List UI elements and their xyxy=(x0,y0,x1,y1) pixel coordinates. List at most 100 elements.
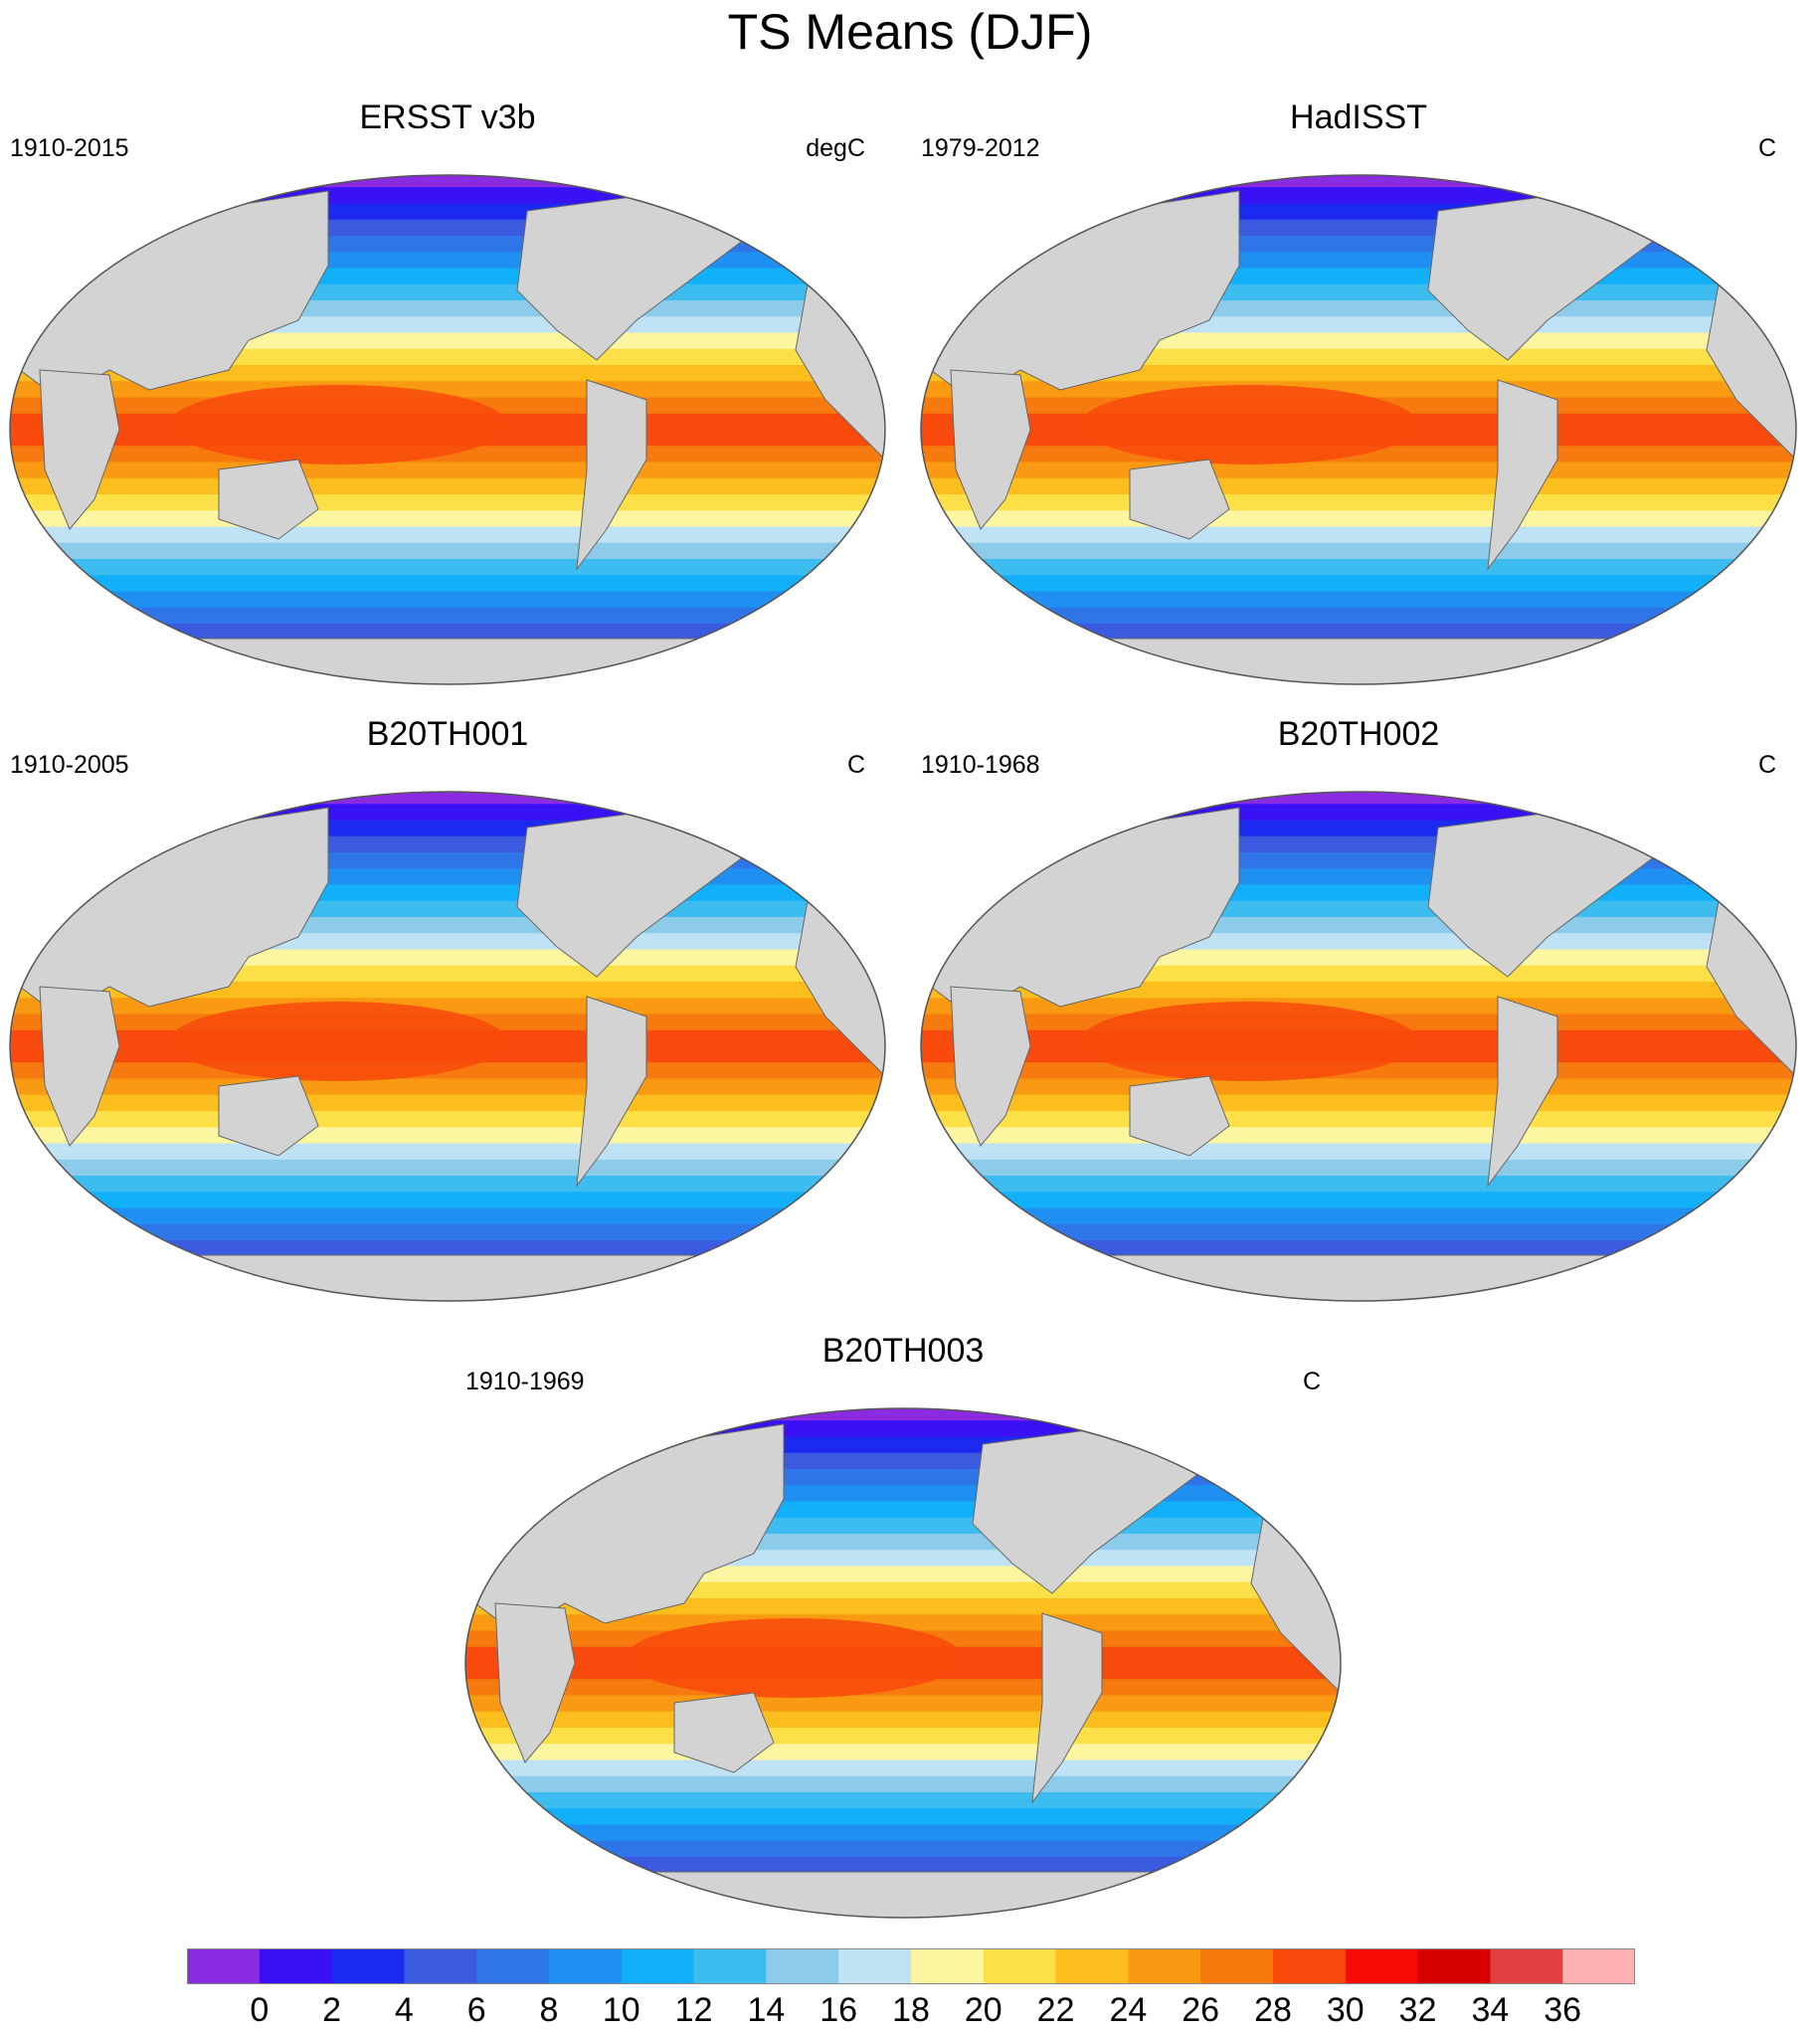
temperature-band xyxy=(921,852,1796,870)
temperature-band xyxy=(10,998,885,1016)
colorbar-tick-label: 36 xyxy=(1544,1991,1582,2029)
temperature-band xyxy=(921,792,1796,806)
land-mass xyxy=(576,379,647,571)
colorbar-swatch xyxy=(621,1948,695,1984)
colorbar-swatch xyxy=(404,1948,477,1984)
temperature-band xyxy=(921,203,1796,221)
temperature-band xyxy=(10,542,885,560)
colorbar-tick-label: 28 xyxy=(1254,1991,1292,2029)
sst-field xyxy=(10,792,885,1301)
temperature-band xyxy=(921,1207,1796,1225)
colorbar-swatch xyxy=(1345,1948,1419,1984)
colorbar-tick-label: 14 xyxy=(747,1991,786,2029)
temperature-band xyxy=(10,1192,885,1209)
temperature-band xyxy=(10,203,885,221)
warm-pool xyxy=(625,1618,963,1698)
panel-title: ERSST v3b xyxy=(359,98,536,136)
temperature-band xyxy=(921,1176,1796,1194)
colorbar-swatch xyxy=(259,1948,333,1984)
land-mass xyxy=(465,1871,1341,1918)
map-panel-b20th001: B20TH001 1910-2005 C xyxy=(0,708,895,1305)
temperature-band xyxy=(921,510,1796,528)
temperature-band xyxy=(465,1808,1341,1826)
temperature-band xyxy=(921,1078,1796,1096)
panel-period: 1910-2015 xyxy=(10,134,129,162)
map-panel-b20th003: B20TH003 1910-1969 C xyxy=(455,1325,1351,1922)
temperature-band xyxy=(921,477,1796,495)
land-mass xyxy=(673,1692,775,1773)
land-mass xyxy=(39,369,120,530)
colorbar-swatch xyxy=(549,1948,623,1984)
panel-period: 1910-1969 xyxy=(465,1368,585,1395)
sst-field xyxy=(921,792,1796,1301)
temperature-band xyxy=(10,1094,885,1112)
land-mass xyxy=(494,1602,576,1763)
colorbar-swatch xyxy=(1273,1948,1347,1984)
temperature-band xyxy=(10,462,885,479)
colorbar-tick-label: 32 xyxy=(1398,1991,1437,2029)
colorbar-swatch xyxy=(331,1948,405,1984)
temperature-band xyxy=(465,1857,1341,1875)
temperature-band xyxy=(921,175,1796,189)
land-mass xyxy=(921,1254,1796,1301)
temperature-band xyxy=(465,1744,1341,1761)
temperature-band xyxy=(10,381,885,399)
temperature-band xyxy=(465,1420,1341,1438)
temperature-band xyxy=(10,1176,885,1194)
temperature-band xyxy=(921,835,1796,853)
temperature-band xyxy=(921,607,1796,625)
temperature-band xyxy=(465,1775,1341,1793)
land-mass xyxy=(1129,1075,1230,1157)
colorbar-tick-label: 8 xyxy=(539,1991,559,2029)
temperature-band xyxy=(10,510,885,528)
temperature-band xyxy=(10,175,885,189)
temperature-band xyxy=(921,381,1796,399)
temperature-band xyxy=(10,1223,885,1241)
colorbar xyxy=(187,1948,1635,1984)
land-mass xyxy=(1487,996,1558,1188)
temperature-band xyxy=(465,1792,1341,1810)
figure-title: TS Means (DJF) xyxy=(727,4,1093,60)
colorbar-tick-label: 0 xyxy=(250,1991,270,2029)
temperature-band xyxy=(465,1614,1341,1632)
colorbar-swatch xyxy=(1562,1948,1635,1984)
temperature-band xyxy=(921,575,1796,593)
panel-title: B20TH002 xyxy=(1277,715,1440,753)
colorbar-frame xyxy=(187,1948,1635,1984)
temperature-band xyxy=(921,624,1796,642)
map-panel-hadisst: HadISST 1979-2012 C xyxy=(911,92,1806,688)
panel-title: B20TH001 xyxy=(366,715,529,753)
colorbar-tick-label: 6 xyxy=(466,1991,486,2029)
temperature-band xyxy=(10,1207,885,1225)
temperature-band xyxy=(921,219,1796,237)
temperature-band xyxy=(10,591,885,609)
colorbar-swatch xyxy=(476,1948,550,1984)
temperature-band xyxy=(10,607,885,625)
colorbar-tick-label: 16 xyxy=(819,1991,858,2029)
temperature-band xyxy=(10,219,885,237)
colorbar-swatch xyxy=(1055,1948,1129,1984)
map-border xyxy=(464,1407,1342,1919)
colorbar-swatch xyxy=(1417,1948,1491,1984)
land-mass xyxy=(576,996,647,1188)
map-border xyxy=(9,791,886,1302)
colorbar-tick-label: 18 xyxy=(892,1991,930,2029)
land-mass xyxy=(1129,459,1230,540)
sst-field xyxy=(465,1408,1341,1918)
temperature-band xyxy=(465,1695,1341,1713)
temperature-band xyxy=(10,526,885,544)
temperature-band xyxy=(921,462,1796,479)
colorbar-tick-label: 12 xyxy=(674,1991,713,2029)
temperature-band xyxy=(921,1159,1796,1177)
temperature-band xyxy=(921,526,1796,544)
temperature-band xyxy=(10,1143,885,1161)
temperature-band xyxy=(921,820,1796,837)
temperature-band xyxy=(465,1408,1341,1422)
land-mass xyxy=(10,638,885,684)
temperature-band xyxy=(10,1127,885,1145)
temperature-band xyxy=(10,820,885,837)
temperature-band xyxy=(10,1240,885,1258)
land-mass xyxy=(950,986,1031,1147)
temperature-band xyxy=(10,187,885,205)
map-panel-b20th002: B20TH002 1910-1968 C xyxy=(911,708,1806,1305)
